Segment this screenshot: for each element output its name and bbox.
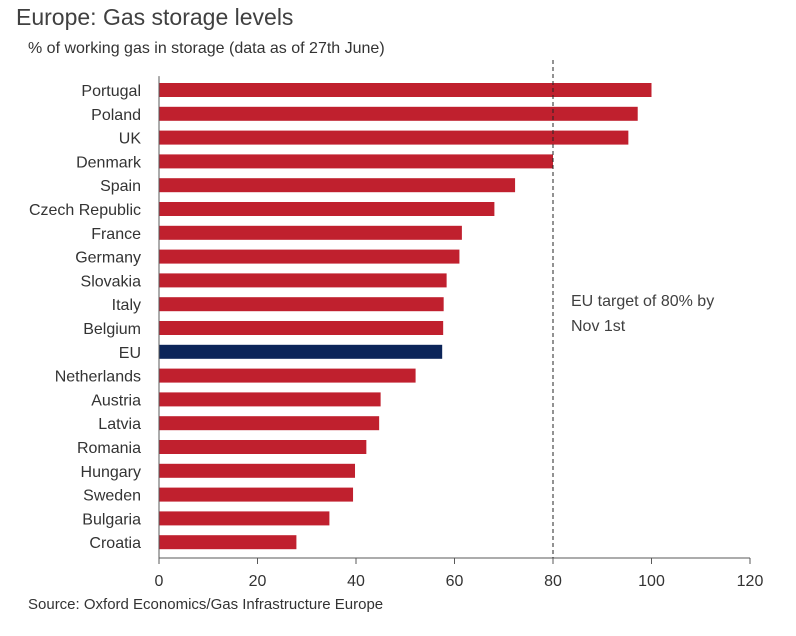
x-tick-label-80: 80 (544, 573, 562, 590)
bar-czech-republic (159, 202, 495, 216)
bar-france (159, 225, 462, 240)
bar-italy (159, 297, 444, 312)
category-label-uk: UK (119, 131, 142, 148)
category-label-denmark: Denmark (76, 154, 142, 171)
category-label-france: France (91, 226, 141, 243)
bar-bulgaria (159, 511, 330, 526)
source-note: Source: Oxford Economics/Gas Infrastruct… (28, 596, 384, 613)
category-label-sweden: Sweden (83, 488, 141, 505)
bar-uk (159, 130, 629, 145)
x-tick-label-60: 60 (446, 573, 464, 590)
category-label-romania: Romania (77, 440, 141, 457)
category-label-czech-republic: Czech Republic (29, 202, 141, 219)
category-label-slovakia: Slovakia (81, 273, 142, 290)
x-tick-label-20: 20 (249, 573, 267, 590)
category-labels: Portugal Poland UK Denmark Spain Czech Republ… (29, 83, 142, 552)
bar-belgium (159, 321, 444, 335)
category-label-eu: EU (119, 345, 141, 362)
bar-eu (159, 344, 443, 359)
x-tick-label-120: 120 (737, 573, 764, 590)
bar-denmark (159, 154, 553, 169)
category-label-austria: Austria (91, 392, 141, 409)
category-label-portugal: Portugal (81, 83, 141, 100)
target-annotation-line-1: EU target of 80% by (571, 293, 714, 310)
category-label-poland: Poland (91, 107, 141, 124)
category-label-germany: Germany (75, 250, 141, 267)
x-tick-label-40: 40 (347, 573, 365, 590)
bar-sweden (159, 487, 354, 502)
bar-romania (159, 440, 367, 454)
bar-croatia (159, 535, 297, 550)
chart-subtitle: % of working gas in storage (data as of … (28, 40, 385, 57)
bar-spain (159, 178, 516, 193)
x-tick-label-100: 100 (638, 573, 665, 590)
category-label-belgium: Belgium (83, 321, 141, 338)
bar-portugal (159, 83, 652, 97)
target-annotation-line-2: Nov 1st (571, 318, 626, 335)
chart-title: Europe: Gas storage levels (16, 4, 294, 30)
category-label-italy: Italy (112, 297, 141, 314)
bar-slovakia (159, 273, 447, 288)
category-label-croatia: Croatia (89, 535, 141, 552)
x-axis: 0 20 40 60 80 100 120 (155, 76, 764, 590)
bars-group (159, 83, 652, 550)
bar-latvia (159, 416, 380, 431)
category-label-netherlands: Netherlands (55, 369, 141, 386)
bar-poland (159, 106, 638, 121)
category-label-hungary: Hungary (81, 464, 141, 481)
bar-netherlands (159, 368, 416, 383)
category-label-bulgaria: Bulgaria (82, 511, 141, 528)
target-line-group: EU target of 80% by Nov 1st (552, 60, 714, 558)
category-label-spain: Spain (100, 178, 141, 195)
bar-austria (159, 392, 381, 407)
bar-hungary (159, 463, 356, 478)
bar-germany (159, 249, 460, 264)
x-tick-label-0: 0 (155, 573, 164, 590)
category-label-latvia: Latvia (98, 416, 141, 433)
